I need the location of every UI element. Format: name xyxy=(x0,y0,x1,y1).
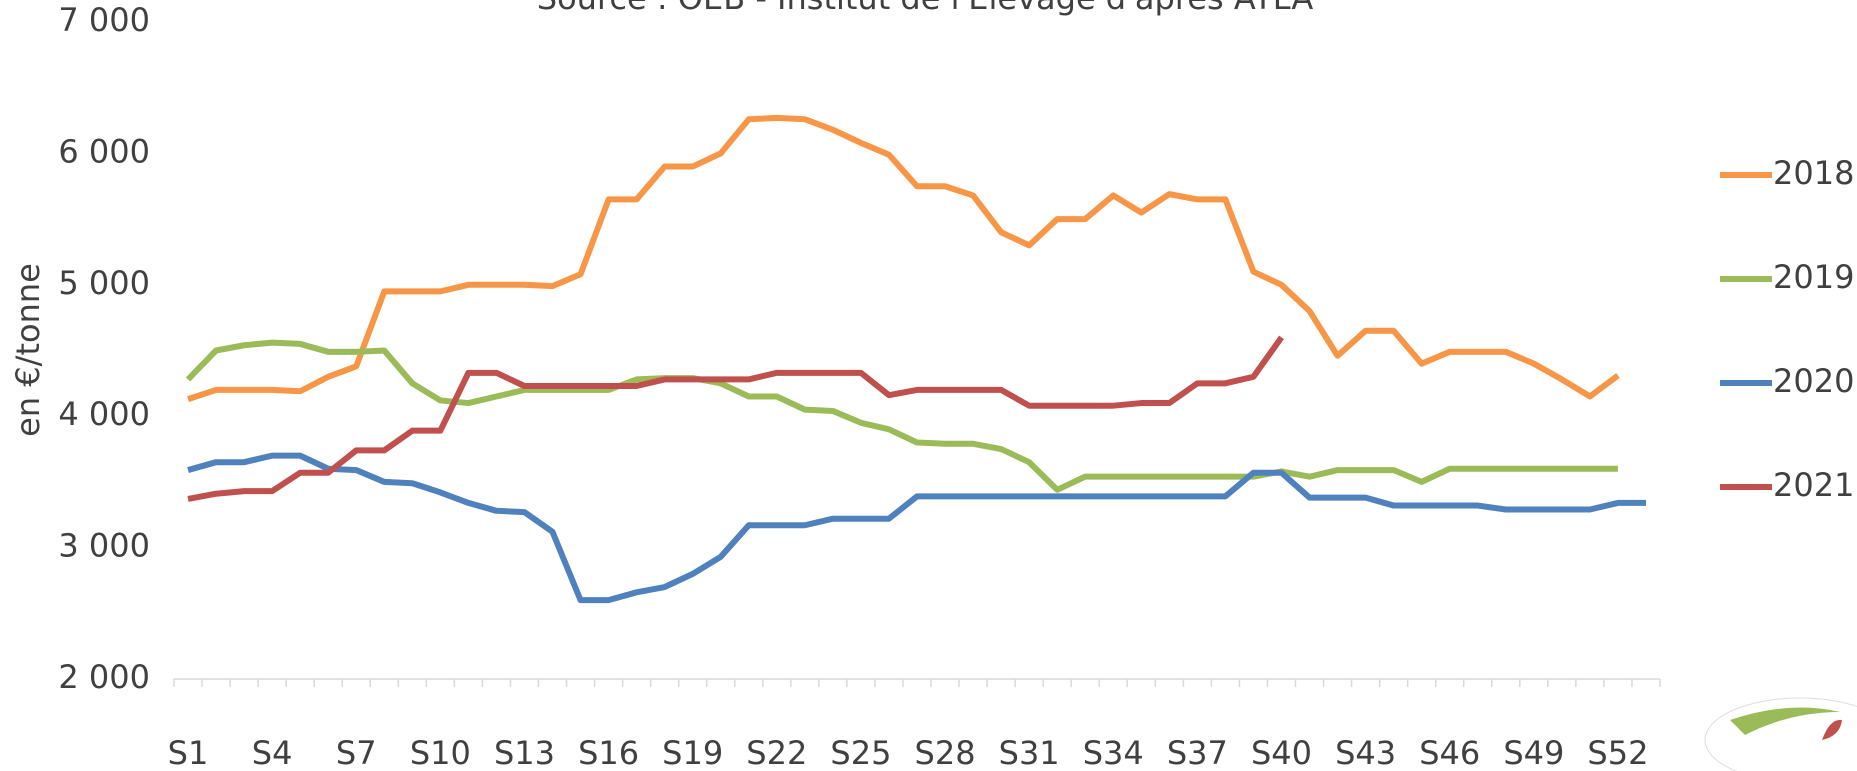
x-tick-label: S10 xyxy=(410,734,471,771)
y-tick-label: 4 000 xyxy=(58,395,150,433)
x-tick-label: S22 xyxy=(746,734,807,771)
x-tick-label: S52 xyxy=(1587,734,1648,771)
logo xyxy=(1704,697,1857,771)
x-tick-label: S4 xyxy=(252,734,293,771)
y-tick-label: 3 000 xyxy=(58,527,150,565)
series-line xyxy=(187,114,1620,402)
series-line xyxy=(187,452,1646,604)
y-axis-label: en €/tonne xyxy=(9,263,47,437)
x-tick-label: S13 xyxy=(494,734,555,771)
x-tick-label: S34 xyxy=(1083,734,1144,771)
legend-label: 2020 xyxy=(1773,362,1854,400)
x-tick-label: S31 xyxy=(999,734,1060,771)
y-tick-label: 5 000 xyxy=(58,264,150,302)
x-tick-label: S7 xyxy=(336,734,377,771)
x-tick-label: S49 xyxy=(1503,734,1564,771)
x-tick-label: S1 xyxy=(168,734,209,771)
y-tick-label: 2 000 xyxy=(58,658,150,696)
legend-label: 2018 xyxy=(1773,154,1854,192)
x-tick-label: S19 xyxy=(662,734,723,771)
chart-title: Source : OEB - Institut de l'Elevage d'a… xyxy=(537,0,1314,17)
x-tick-label: S40 xyxy=(1251,734,1312,771)
legend-label: 2021 xyxy=(1773,466,1854,504)
legend-label: 2019 xyxy=(1773,258,1854,296)
x-tick-label: S46 xyxy=(1419,734,1480,771)
x-tick-label: S37 xyxy=(1167,734,1228,771)
x-tick-label: S16 xyxy=(578,734,639,771)
x-tick-label: S28 xyxy=(915,734,976,771)
series-line xyxy=(187,335,1284,502)
y-tick-label: 6 000 xyxy=(58,132,150,170)
series-line xyxy=(185,339,1618,493)
y-tick-label: 7 000 xyxy=(58,1,150,39)
x-tick-label: S25 xyxy=(830,734,891,771)
x-tick-label: S43 xyxy=(1335,734,1396,771)
